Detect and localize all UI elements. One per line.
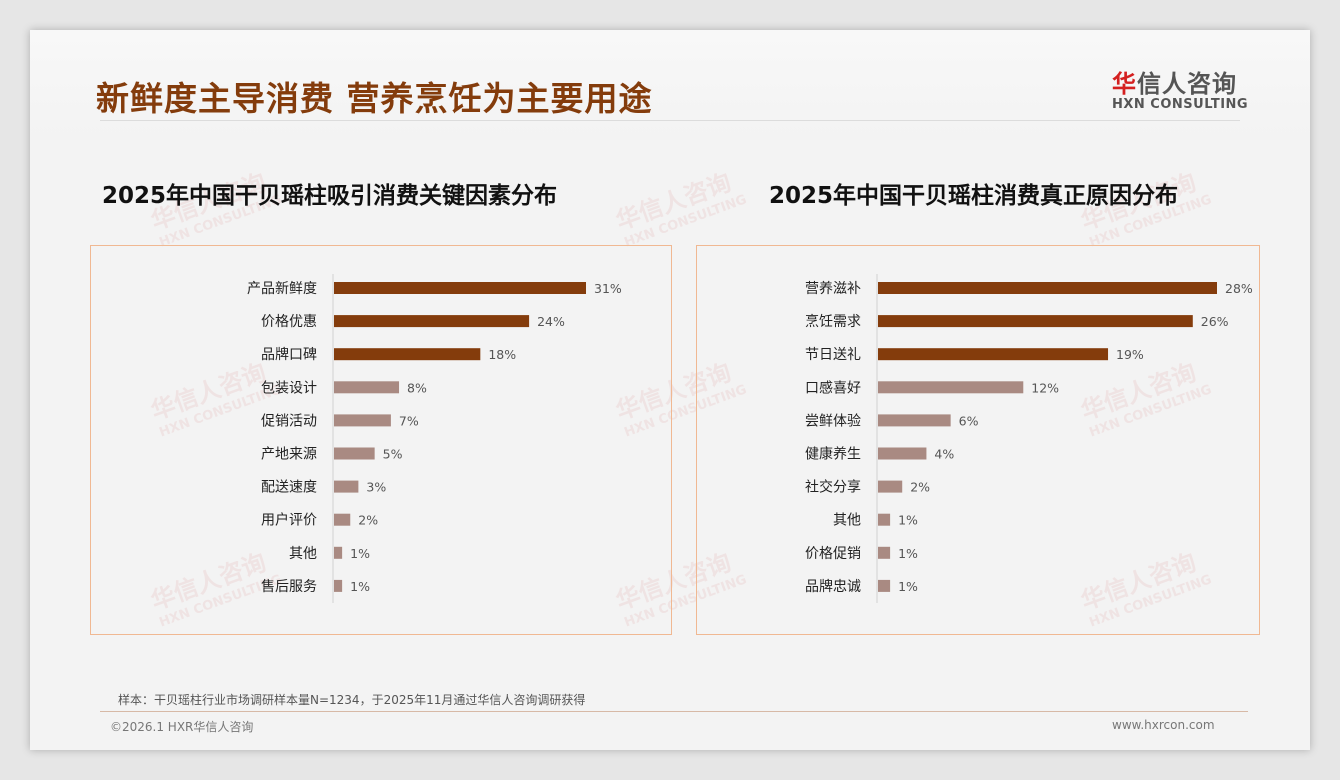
title-divider xyxy=(100,120,1240,121)
bar xyxy=(878,480,903,493)
chart-panel-right: 营养滋补 28% 烹饪需求 26% 节日送礼 19% 口感喜好 12% 尝鲜体验 6% 健康养生 4%… xyxy=(696,245,1260,635)
bar xyxy=(878,315,1193,328)
category-label: 品牌口碑 xyxy=(261,346,317,363)
bar xyxy=(334,480,359,493)
data-label: 3% xyxy=(366,480,386,495)
category-label: 其他 xyxy=(833,513,861,529)
bar xyxy=(334,447,375,460)
data-label: 1% xyxy=(898,546,918,561)
chart-title-left: 2025年中国干贝瑶柱吸引消费关键因素分布 xyxy=(102,183,558,209)
category-label: 营养滋补 xyxy=(805,281,861,297)
category-label: 售后服务 xyxy=(261,579,317,595)
logo-en: HXN CONSULTING xyxy=(1112,97,1249,112)
bar xyxy=(334,381,400,394)
category-label: 产地来源 xyxy=(261,447,317,463)
data-label: 7% xyxy=(399,413,419,428)
bar xyxy=(878,513,891,526)
category-label: 促销活动 xyxy=(261,413,317,429)
bar xyxy=(878,348,1109,361)
data-label: 18% xyxy=(488,347,516,362)
category-label: 配送速度 xyxy=(261,480,317,496)
page-title: 新鲜度主导消费 营养烹饪为主要用途 xyxy=(96,79,653,118)
category-label: 价格优惠 xyxy=(261,314,317,330)
data-label: 12% xyxy=(1031,380,1059,395)
chart-title-right: 2025年中国干贝瑶柱消费真正原因分布 xyxy=(769,183,1179,209)
bar xyxy=(334,546,343,559)
logo-cn: 信人咨询 xyxy=(1137,70,1237,98)
bar xyxy=(334,414,391,427)
category-label: 品牌忠诚 xyxy=(805,578,861,595)
bar xyxy=(334,315,530,328)
bar-chart-right: 营养滋补 28% 烹饪需求 26% 节日送礼 19% 口感喜好 12% 尝鲜体验 6% 健康养生 4%… xyxy=(805,274,1253,603)
bar xyxy=(878,381,1024,394)
data-label: 26% xyxy=(1201,314,1229,329)
data-label: 28% xyxy=(1225,281,1253,296)
data-label: 19% xyxy=(1116,347,1144,362)
bar xyxy=(878,546,891,559)
category-label: 尝鲜体验 xyxy=(805,413,861,429)
data-label: 31% xyxy=(594,281,622,296)
copyright: ©2026.1 HXR华信人咨询 xyxy=(110,720,254,734)
data-label: 4% xyxy=(934,447,954,462)
logo-mark: 华 xyxy=(1112,70,1137,98)
bar xyxy=(334,282,586,294)
bar xyxy=(878,282,1217,294)
category-label: 社交分享 xyxy=(805,479,861,496)
category-label: 包装设计 xyxy=(261,380,317,396)
category-label: 节日送礼 xyxy=(805,347,861,363)
bar xyxy=(878,447,927,460)
data-label: 8% xyxy=(407,380,427,395)
bar xyxy=(334,513,351,526)
category-label: 其他 xyxy=(289,546,317,562)
watermark: 华信人咨询 HXN CONSULTING xyxy=(612,168,749,251)
data-label: 24% xyxy=(537,314,565,329)
bar-chart-left: 产品新鲜度 31% 价格优惠 24% 品牌口碑 18% 包装设计 8% 促销活动 7% 产地来源 5%… xyxy=(247,274,622,603)
company-logo: 华信人咨询 HXN CONSULTING xyxy=(1112,64,1248,112)
website-link[interactable]: www.hxrcon.com xyxy=(1112,718,1215,732)
category-label: 价格促销 xyxy=(805,546,861,562)
slide: 新鲜度主导消费 营养烹饪为主要用途 华信人咨询 HXN CONSULTING 华… xyxy=(30,30,1310,750)
category-label: 烹饪需求 xyxy=(805,313,861,330)
data-label: 2% xyxy=(910,480,930,495)
data-label: 1% xyxy=(350,546,370,561)
bar xyxy=(334,579,343,592)
sample-note: 样本：干贝瑶柱行业市场调研样本量N=1234，于2025年11月通过华信人咨询调… xyxy=(118,693,586,707)
data-label: 1% xyxy=(898,513,918,528)
category-label: 健康养生 xyxy=(805,446,861,463)
category-label: 用户评价 xyxy=(261,512,317,529)
bar xyxy=(878,579,891,592)
data-label: 2% xyxy=(358,513,378,528)
chart-panel-left: 产品新鲜度 31% 价格优惠 24% 品牌口碑 18% 包装设计 8% 促销活动 7% 产地来源 5%… xyxy=(90,245,672,635)
data-label: 5% xyxy=(383,447,403,462)
footer-divider xyxy=(100,711,1248,712)
bar xyxy=(334,348,481,361)
data-label: 6% xyxy=(959,413,979,428)
data-label: 1% xyxy=(350,579,370,594)
category-label: 产品新鲜度 xyxy=(247,281,317,297)
data-label: 1% xyxy=(898,579,918,594)
category-label: 口感喜好 xyxy=(805,379,861,396)
bar xyxy=(878,414,951,427)
